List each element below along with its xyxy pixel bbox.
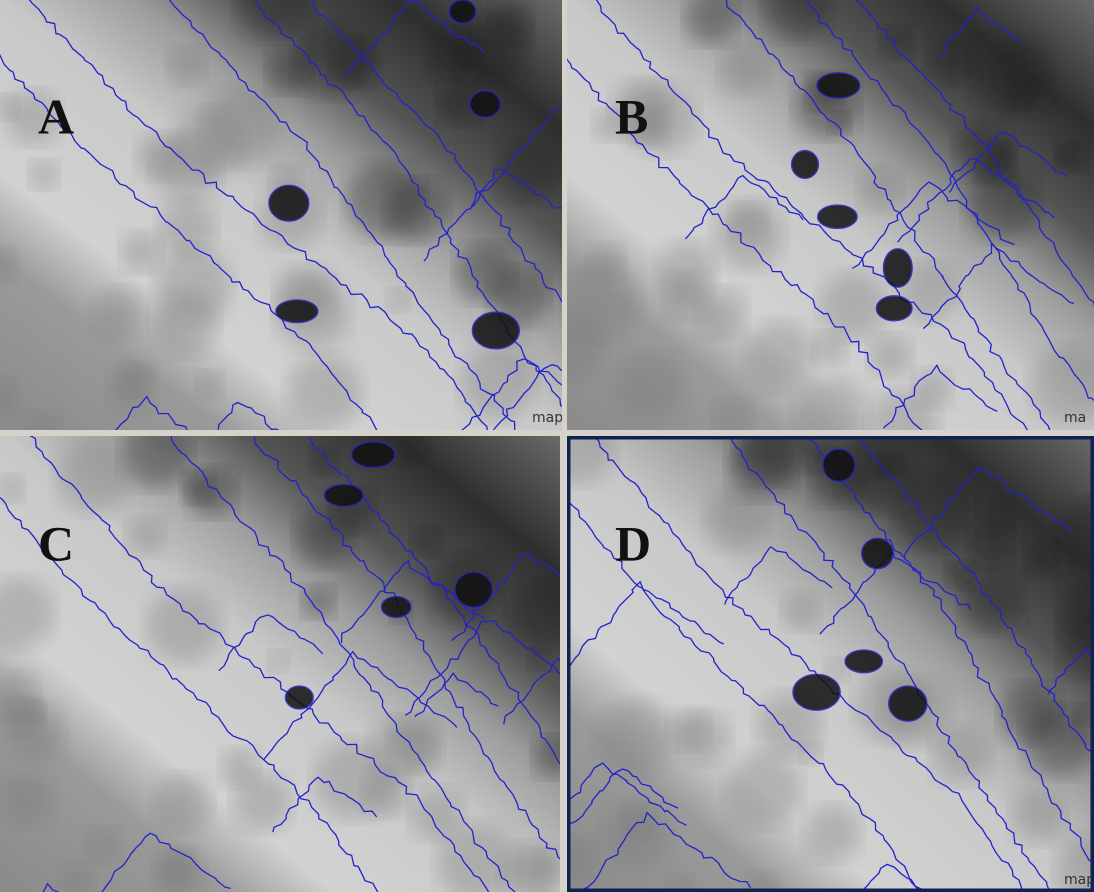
texture-blob bbox=[220, 749, 258, 787]
texture-blob bbox=[158, 200, 215, 257]
texture-blob bbox=[401, 435, 430, 464]
texture-blob bbox=[152, 134, 220, 202]
texture-blob bbox=[497, 139, 559, 201]
panel-label: A bbox=[38, 88, 74, 144]
segment-blob bbox=[845, 650, 882, 673]
texture-blob bbox=[597, 700, 672, 775]
panel-label: D bbox=[615, 515, 651, 571]
texture-blob bbox=[459, 13, 528, 82]
segment-blob bbox=[889, 686, 927, 721]
texture-blob bbox=[1025, 543, 1057, 575]
texture-blob bbox=[719, 46, 768, 95]
segment-blob bbox=[449, 0, 476, 23]
watermark: map bbox=[532, 410, 563, 426]
texture-blob bbox=[529, 648, 551, 670]
texture-blob bbox=[370, 718, 435, 783]
segment-blob bbox=[470, 91, 501, 118]
figure: AmapBmaCDmap bbox=[0, 0, 1094, 892]
texture-blob bbox=[386, 289, 409, 312]
texture-blob bbox=[978, 498, 1014, 534]
texture-blob bbox=[85, 827, 121, 863]
texture-blob bbox=[154, 775, 211, 832]
segment-blob bbox=[792, 151, 819, 179]
texture-blob bbox=[715, 201, 783, 269]
texture-blob bbox=[928, 34, 977, 83]
texture-blob bbox=[657, 242, 715, 300]
texture-blob bbox=[804, 805, 860, 861]
texture-blob bbox=[1011, 789, 1065, 843]
texture-blob bbox=[973, 37, 1051, 115]
texture-blob bbox=[117, 362, 151, 396]
watermark: ma bbox=[1064, 410, 1086, 426]
segment-blob bbox=[455, 572, 492, 607]
segment-blob bbox=[276, 300, 318, 323]
texture-blob bbox=[782, 593, 820, 631]
panel: Bma bbox=[513, 0, 1094, 460]
texture-blob bbox=[0, 771, 54, 825]
texture-blob bbox=[56, 440, 128, 512]
texture-blob bbox=[126, 518, 165, 557]
watermark: map bbox=[1064, 872, 1094, 888]
texture-blob bbox=[800, 742, 822, 764]
texture-blob bbox=[868, 335, 911, 378]
texture-blob bbox=[267, 651, 289, 673]
segment-blob bbox=[352, 442, 395, 468]
texture-blob bbox=[310, 447, 338, 475]
segment-blob bbox=[823, 449, 855, 481]
texture-blob bbox=[121, 232, 162, 273]
texture-blob bbox=[746, 322, 815, 391]
texture-blob bbox=[302, 585, 335, 618]
texture-blob bbox=[182, 472, 214, 504]
texture-blob bbox=[681, 713, 732, 764]
texture-blob bbox=[156, 248, 231, 323]
texture-blob bbox=[456, 244, 514, 302]
texture-blob bbox=[945, 561, 973, 589]
segment-blob bbox=[817, 73, 860, 98]
texture-blob bbox=[386, 180, 447, 241]
segment-blob bbox=[269, 185, 309, 221]
segment-blob bbox=[793, 674, 840, 710]
texture-blob bbox=[24, 701, 45, 722]
segment-blob bbox=[883, 249, 912, 287]
texture-blob bbox=[1057, 141, 1088, 172]
texture-blob bbox=[697, 288, 747, 338]
segment-blob bbox=[285, 686, 313, 709]
texture-blob bbox=[29, 160, 58, 189]
texture-blob bbox=[858, 167, 902, 211]
texture-blob bbox=[812, 332, 846, 366]
panel-label: C bbox=[38, 515, 74, 571]
texture-blob bbox=[197, 371, 224, 398]
texture-blob bbox=[561, 262, 640, 341]
texture-blob bbox=[954, 123, 1010, 179]
segment-blob bbox=[324, 484, 363, 506]
texture-blob bbox=[931, 726, 989, 784]
texture-blob bbox=[92, 288, 144, 340]
texture-blob bbox=[519, 849, 560, 890]
texture-blob bbox=[616, 352, 685, 421]
texture-blob bbox=[147, 588, 222, 663]
texture-blob bbox=[726, 753, 801, 828]
segment-blob bbox=[381, 596, 411, 617]
texture-blob bbox=[411, 526, 442, 557]
texture-blob bbox=[168, 47, 206, 85]
texture-blob bbox=[287, 355, 362, 430]
texture-blob bbox=[828, 112, 850, 134]
segment-blob bbox=[472, 312, 519, 349]
segment-blob bbox=[818, 205, 858, 228]
segment-blob bbox=[862, 538, 893, 568]
segment-blob bbox=[876, 296, 912, 321]
panel-label: B bbox=[615, 88, 648, 144]
page: AmapBmaCDmap (() => { const data = JSON.… bbox=[0, 0, 1094, 892]
